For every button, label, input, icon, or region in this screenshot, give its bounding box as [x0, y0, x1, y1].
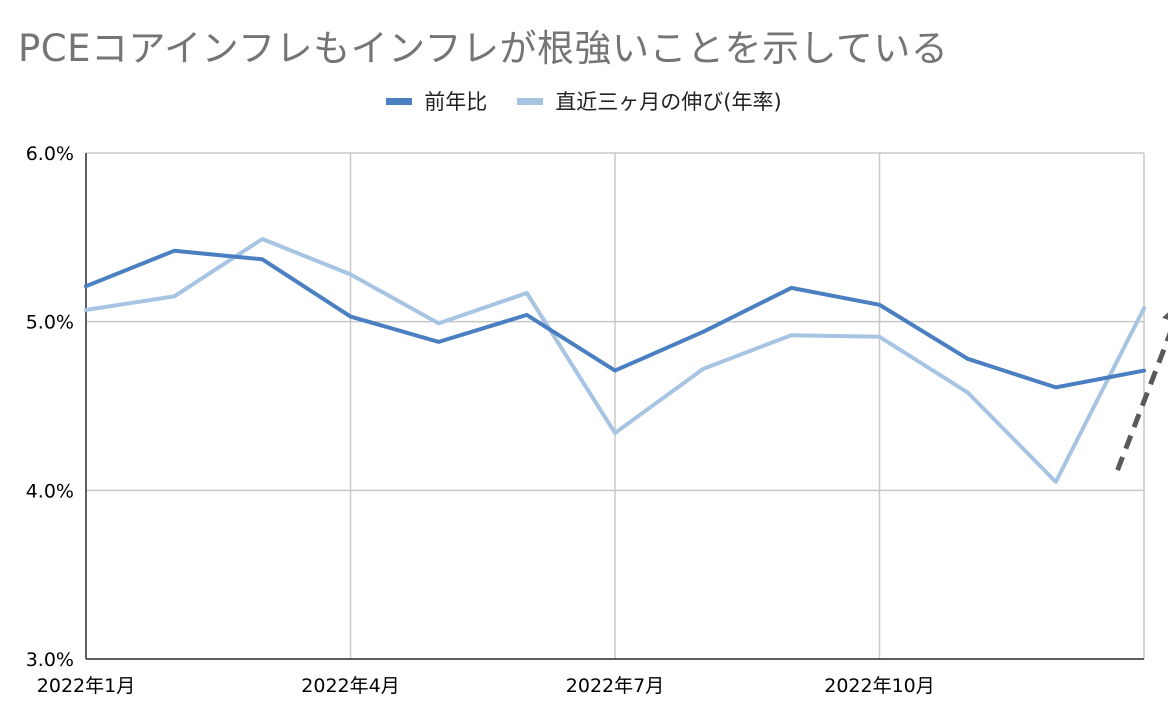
legend-label-3m: 直近三ヶ月の伸び(年率) — [555, 90, 782, 114]
chart-title: PCEコアインフレもインフレが根強いことを示している — [18, 27, 949, 70]
y-tick-label: 5.0% — [26, 312, 74, 334]
legend-item-yoy: 前年比 — [386, 86, 487, 116]
x-tick-label: 2022年10月 — [824, 675, 935, 697]
series-line-3m — [84, 237, 1146, 484]
annotation-arrow-head — [1162, 312, 1168, 320]
y-tick-label: 6.0% — [26, 143, 74, 165]
series-line-yoy — [84, 248, 1146, 390]
legend-swatch-3m — [517, 97, 544, 105]
legend-item-3m: 直近三ヶ月の伸び(年率) — [517, 86, 782, 116]
x-tick-label: 2022年1月 — [37, 675, 135, 697]
x-tick-label: 2022年7月 — [566, 675, 664, 697]
x-tick-label: 2022年4月 — [301, 675, 399, 697]
legend-label-yoy: 前年比 — [424, 90, 488, 114]
legend-swatch-yoy — [386, 97, 413, 105]
y-tick-label: 4.0% — [26, 480, 74, 502]
annotation-arrow-shaft — [1115, 331, 1168, 471]
y-tick-label: 3.0% — [26, 649, 74, 671]
legend: 前年比 直近三ヶ月の伸び(年率) — [0, 86, 1168, 116]
